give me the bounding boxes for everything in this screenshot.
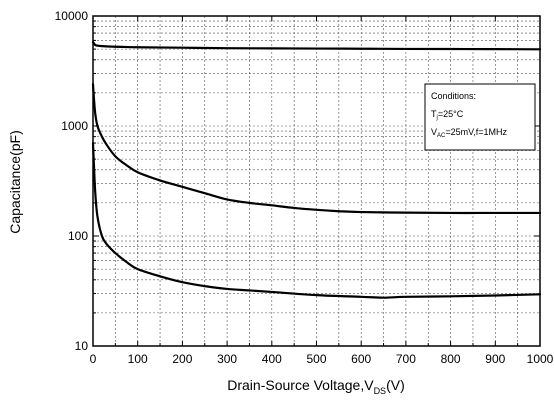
- legend-box: Conditions: Tj=25°C VAC=25mV,f=1MHz: [424, 83, 536, 151]
- x-tick-label: 200: [172, 352, 192, 366]
- x-tick-label: 1000: [527, 352, 554, 366]
- x-tick-label: 800: [441, 352, 461, 366]
- legend-condition-tj: Tj=25°C: [431, 109, 464, 121]
- x-tick-label: 100: [128, 352, 148, 366]
- x-tick-label: 900: [485, 352, 505, 366]
- axis-ticks: 0 100 200 300 400 500 600 700 800 900 1000 10 100 100…: [55, 9, 554, 366]
- series-line-1: [91, 40, 542, 51]
- y-tick-label: 1000: [61, 119, 88, 133]
- x-axis-title: Drain-Source Voltage,VDS(V): [227, 377, 405, 396]
- legend-condition-vac: VAC=25mV,f=1MHz: [431, 127, 508, 139]
- series-line-2: [91, 83, 542, 215]
- series-lines: [91, 40, 542, 299]
- legend-title: Conditions:: [431, 91, 476, 101]
- x-tick-label: 0: [90, 352, 97, 366]
- x-tick-label: 400: [262, 352, 282, 366]
- x-tick-label: 300: [217, 352, 237, 366]
- x-tick-label: 500: [306, 352, 326, 366]
- x-tick-label: 600: [351, 352, 371, 366]
- series-line-3: [91, 141, 542, 299]
- y-tick-label: 10000: [55, 9, 89, 23]
- y-tick-label: 100: [68, 229, 88, 243]
- x-tick-label: 700: [396, 352, 416, 366]
- y-tick-label: 10: [75, 339, 89, 353]
- y-axis-title: Capacitance(pF): [7, 130, 23, 234]
